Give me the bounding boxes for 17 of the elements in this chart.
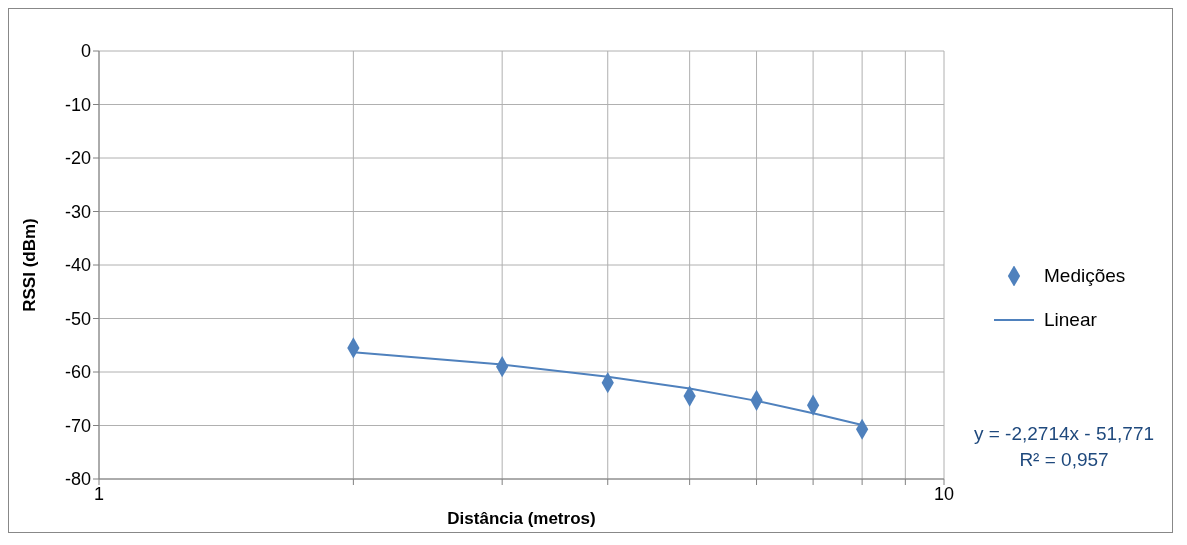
- y-tick-label: -40: [64, 255, 91, 276]
- y-tick-label: -30: [64, 201, 91, 222]
- y-tick-label: -80: [64, 469, 91, 490]
- y-tick-label: -50: [64, 308, 91, 329]
- y-tick-label: -70: [64, 415, 91, 436]
- legend-label: Linear: [1044, 309, 1097, 331]
- x-tick-label: 10: [933, 483, 955, 504]
- y-tick-label: 0: [80, 41, 91, 62]
- x-tick-label: 1: [93, 483, 105, 504]
- text: R² = 0,957: [1018, 448, 1110, 472]
- y-tick-label: -10: [64, 94, 91, 115]
- x-axis-title: Distância (metros): [447, 509, 596, 528]
- legend-label: Medições: [1044, 265, 1126, 287]
- y-tick-label: -20: [64, 148, 91, 169]
- text: y = -2,2714x - 51,771: [972, 422, 1156, 446]
- y-tick-label: -60: [64, 362, 91, 383]
- y-axis-title: RSSI (dBm): [20, 218, 40, 312]
